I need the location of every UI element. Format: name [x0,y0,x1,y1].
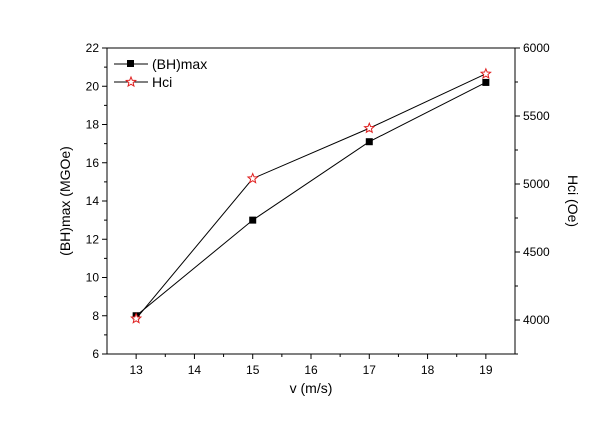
legend-label-bhmax: (BH)max [152,56,207,72]
series-line-hci [135,73,487,319]
data-point-bhmax [482,78,490,86]
y2-tick-label: 4000 [523,313,550,327]
x-tick-label: 14 [188,363,202,377]
series-line-bhmax [135,81,487,317]
x-tick-label: 17 [363,363,377,377]
x-tick-label: 18 [421,363,435,377]
x-axis-label: v (m/s) [290,380,333,396]
x-tick-label: 13 [129,363,143,377]
data-point-bhmax [249,216,257,224]
data-point-hci [130,312,143,324]
y-tick-label: 20 [86,79,100,93]
y2-tick-label: 6000 [523,41,550,55]
legend-marker-hci [124,75,138,88]
y-tick-label: 8 [92,309,99,323]
data-point-hci [363,121,376,134]
y2-tick-label: 5500 [523,109,550,123]
y-tick-label: 16 [86,156,100,170]
y2-tick-label: 4500 [523,245,550,259]
data-point-hci [479,67,492,79]
legend-marker-bhmax [127,60,134,67]
legend: (BH)max Hci [114,56,207,90]
y-tick-label: 22 [86,41,100,55]
y-tick-label: 6 [92,347,99,361]
x-tick-label: 19 [479,363,493,377]
y-tick-label: 12 [86,232,100,246]
series-lines [135,73,487,319]
series-markers [130,67,492,324]
tick-group: 13 14 15 16 17 18 19 6 8 10 12 14 16 18 20 22 4000 4500 50… [86,41,550,377]
y-axis-label: (BH)max (MGOe) [57,146,73,256]
x-tick-label: 15 [246,363,260,377]
data-point-bhmax [365,138,373,146]
x-tick-label: 16 [304,363,318,377]
data-point-hci [246,172,259,184]
y-tick-label: 18 [86,118,100,132]
y2-axis-label: Hci (Oe) [565,175,581,227]
plot-frame [106,47,516,355]
legend-label-hci: Hci [152,74,172,90]
y-tick-label: 14 [86,194,100,208]
y-tick-label: 10 [86,271,100,285]
y2-tick-label: 5000 [523,177,550,191]
